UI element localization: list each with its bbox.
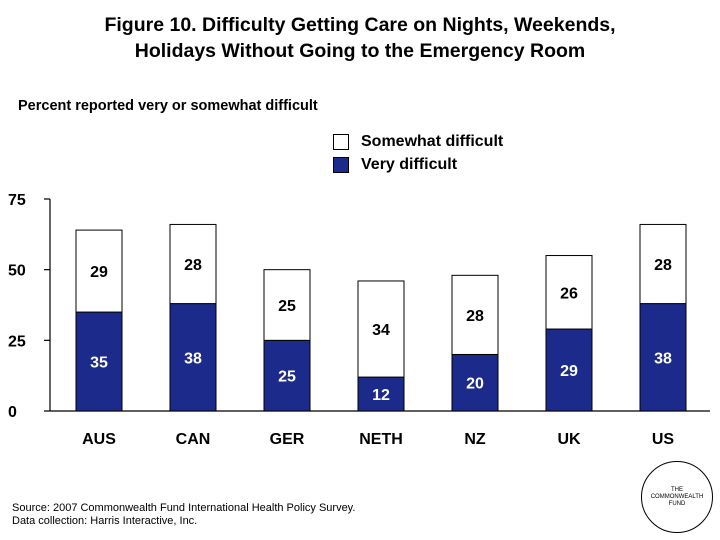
x-tick-label-nz: NZ (464, 431, 486, 448)
data-label-nz-very: 20 (466, 376, 484, 393)
bar-ger-somewhat (263, 269, 311, 341)
chart-title-line-2: Holidays Without Going to the Emergency … (134, 40, 586, 62)
legend-item-somewhat: Somewhat difficult (333, 130, 503, 153)
data-label-uk-somewhat: 26 (560, 285, 578, 302)
bar-aus-somewhat (75, 229, 123, 313)
data-label-uk-very: 29 (560, 363, 578, 380)
bar-neth-somewhat (357, 280, 405, 378)
legend-label-very: Very difficult (361, 155, 458, 173)
data-label-nz-somewhat: 28 (466, 308, 484, 325)
legend-item-very: Very difficult (333, 153, 503, 176)
bar-can-somewhat (169, 223, 217, 305)
y-tick-label-25: 25 (8, 333, 26, 350)
data-label-ger-very: 25 (278, 369, 296, 386)
bar-nz-very (451, 353, 499, 412)
bar-neth-very (357, 376, 405, 412)
data-label-ger-somewhat: 25 (278, 298, 296, 315)
x-tick-label-us: US (652, 431, 675, 448)
data-label-aus-somewhat: 29 (90, 264, 108, 281)
data-label-neth-very: 12 (372, 387, 390, 404)
legend-swatch-very (333, 156, 349, 173)
bar-aus-very (75, 311, 123, 412)
data-label-aus-very: 35 (90, 355, 108, 372)
x-tick-label-ger: GER (270, 431, 305, 448)
bar-nz-somewhat (451, 274, 499, 355)
x-tick-label-can: CAN (176, 431, 211, 448)
x-tick-label-aus: AUS (82, 431, 116, 448)
data-label-can-somewhat: 28 (184, 257, 202, 274)
source-note: Source: 2007 Commonwealth Fund Internati… (12, 502, 355, 528)
y-axis-label: Percent reported very or somewhat diffic… (18, 98, 318, 114)
bar-uk-somewhat (545, 255, 593, 330)
y-tick-label-0: 0 (8, 404, 17, 421)
bar-us-very (639, 303, 687, 412)
bar-ger-very (263, 339, 311, 412)
data-label-can-very: 38 (184, 350, 202, 367)
y-tick-label-50: 50 (8, 263, 26, 280)
x-tick-label-neth: NETH (359, 431, 403, 448)
chart-title-line-1: Figure 10. Difficulty Getting Care on Ni… (104, 14, 616, 36)
chart-title: Figure 10. Difficulty Getting Care on Ni… (0, 12, 720, 64)
data-label-us-very: 38 (654, 350, 672, 367)
y-tick-label-75: 75 (8, 192, 26, 209)
x-tick-label-uk: UK (557, 431, 581, 448)
source-line-2: Data collection: Harris Interactive, Inc… (12, 515, 198, 527)
data-label-us-somewhat: 28 (654, 257, 672, 274)
legend-swatch-somewhat (333, 133, 349, 150)
legend: Somewhat difficult Very difficult (333, 130, 503, 176)
data-label-neth-somewhat: 34 (372, 322, 390, 339)
bar-uk-very (545, 328, 593, 412)
logo-text: THE COMMONWEALTH FUND (650, 486, 704, 507)
legend-label-somewhat: Somewhat difficult (361, 132, 504, 150)
bar-us-somewhat (639, 223, 687, 305)
commonwealth-fund-logo: THE COMMONWEALTH FUND (641, 461, 713, 533)
bar-can-very (169, 303, 217, 412)
source-line-1: Source: 2007 Commonwealth Fund Internati… (12, 502, 356, 514)
